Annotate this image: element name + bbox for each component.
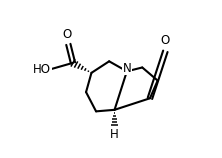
Text: O: O [161,34,170,47]
Text: HO: HO [33,63,51,76]
Text: N: N [123,62,131,75]
Text: H: H [110,128,119,141]
Text: O: O [62,28,71,41]
